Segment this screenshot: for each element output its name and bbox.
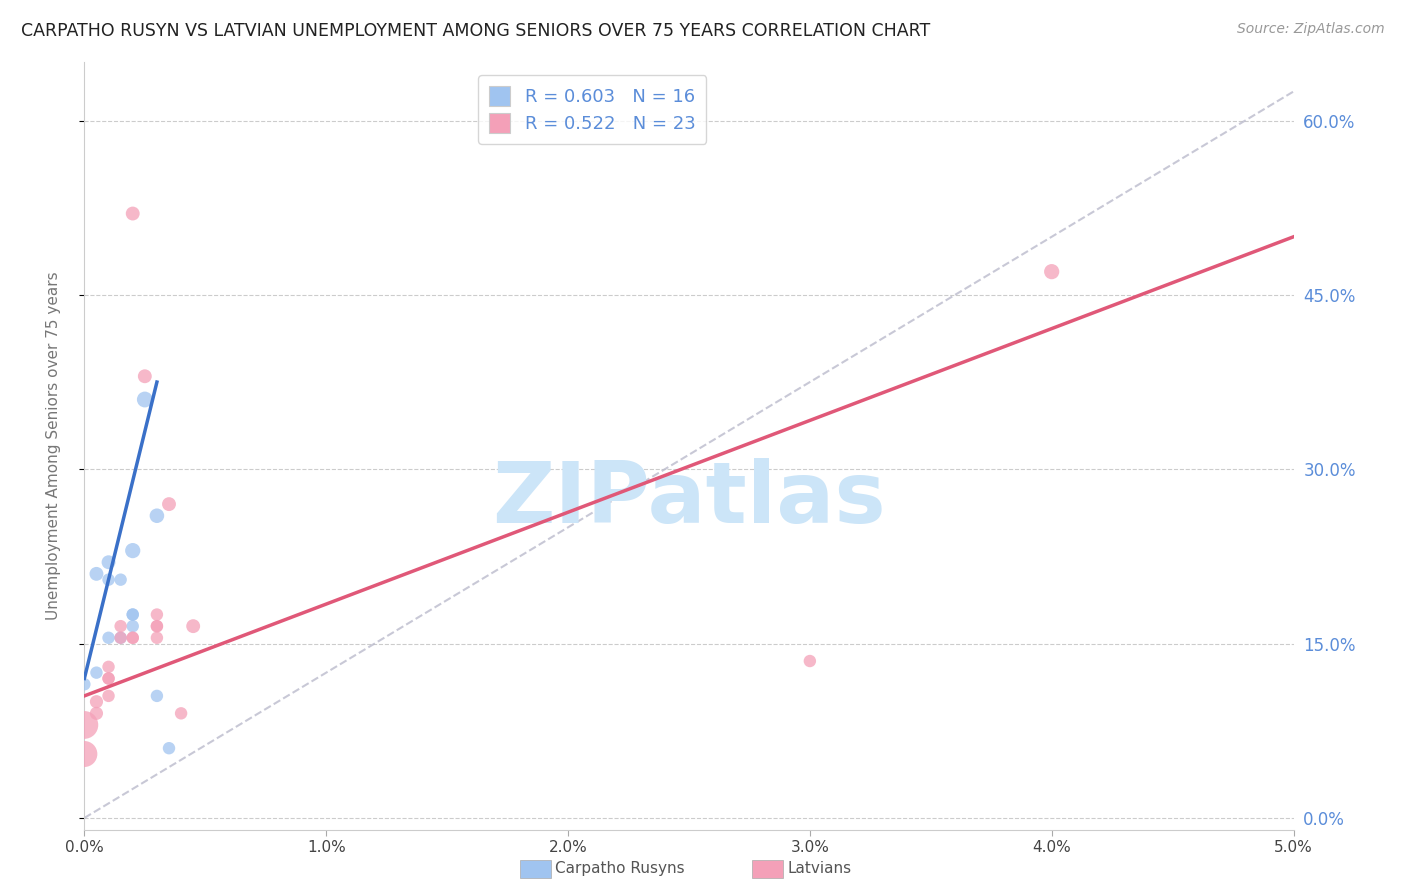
Text: ZIPatlas: ZIPatlas [492,458,886,541]
Point [121,607,143,622]
Point [146,631,169,645]
Point [110,631,132,645]
Point [97,555,120,569]
Text: Carpatho Rusyns: Carpatho Rusyns [555,862,685,876]
Point [97,672,120,686]
Point [157,741,180,756]
Point [97,689,120,703]
Point [134,369,156,384]
Point [73,718,96,732]
Y-axis label: Unemployment Among Seniors over 75 years: Unemployment Among Seniors over 75 years [46,272,60,620]
Point [86,566,108,581]
Point [86,695,108,709]
Point [121,631,143,645]
Point [121,631,143,645]
Point [110,573,132,587]
Point [121,607,143,622]
Point [146,619,169,633]
Point [181,619,204,633]
Text: Source: ZipAtlas.com: Source: ZipAtlas.com [1237,22,1385,37]
Text: Latvians: Latvians [787,862,852,876]
Point [73,747,96,761]
Point [146,619,169,633]
Point [97,573,120,587]
Point [1040,265,1063,279]
Point [110,619,132,633]
Point [97,631,120,645]
Point [157,497,180,511]
Point [121,619,143,633]
Legend: R = 0.603   N = 16, R = 0.522   N = 23: R = 0.603 N = 16, R = 0.522 N = 23 [478,75,706,144]
Point [121,206,143,220]
Point [146,508,169,523]
Point [146,607,169,622]
Point [134,392,156,407]
Point [86,706,108,721]
Text: CARPATHO RUSYN VS LATVIAN UNEMPLOYMENT AMONG SENIORS OVER 75 YEARS CORRELATION C: CARPATHO RUSYN VS LATVIAN UNEMPLOYMENT A… [21,22,931,40]
Point [799,654,821,668]
Point [97,672,120,686]
Point [97,660,120,674]
Point [86,665,108,680]
Point [73,677,96,691]
Point [146,689,169,703]
Point [121,543,143,558]
Point [110,631,132,645]
Point [170,706,193,721]
